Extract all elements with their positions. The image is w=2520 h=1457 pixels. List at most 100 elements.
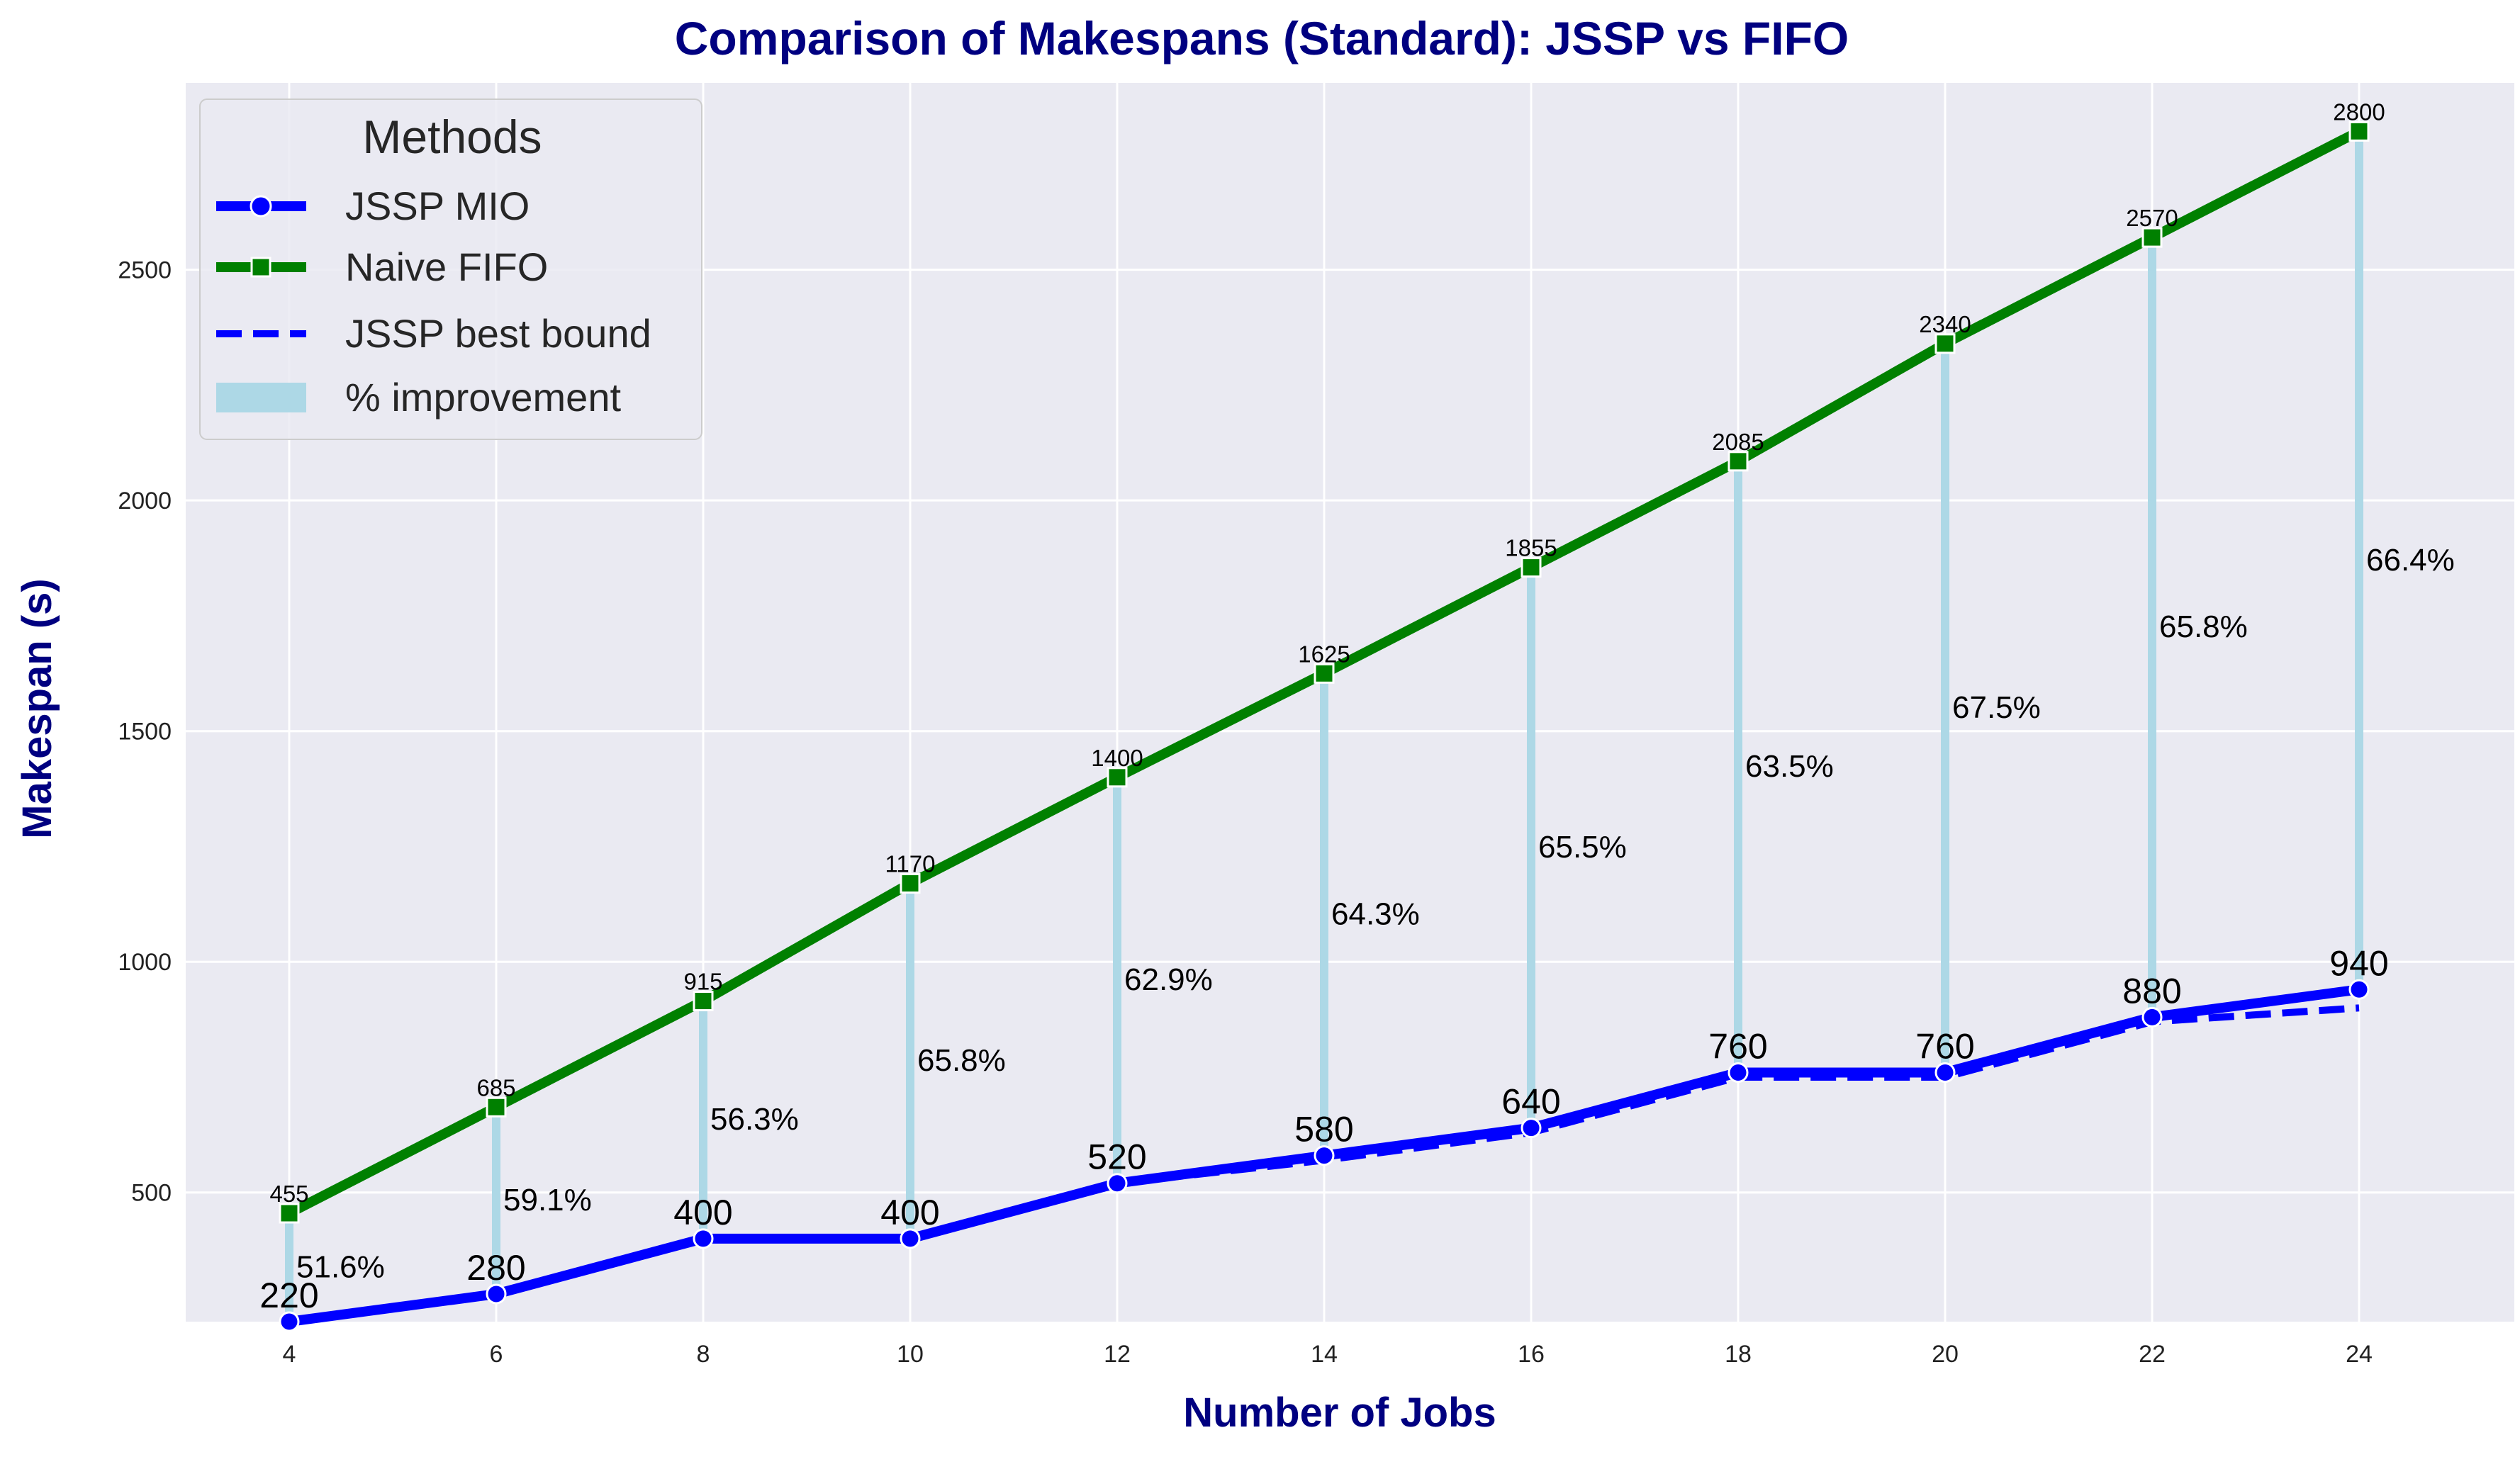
improvement-label: 67.5% — [1952, 690, 2041, 725]
marker-naive-fifo — [1314, 663, 1335, 684]
data-labels: 51.6% 59.1% 56.3% 65.8% 62.9% 64.3% 65.5% 63.5%… — [259, 99, 2454, 1315]
data-label-jssp-mio: 880 — [2122, 971, 2181, 1011]
improvement-bar — [285, 1213, 293, 1322]
x-tick-label: 10 — [897, 1341, 924, 1368]
marker-naive-fifo — [279, 1203, 300, 1224]
data-label-jssp-mio: 940 — [2329, 943, 2388, 983]
x-tick-label: 12 — [1104, 1341, 1131, 1368]
improvement-label: 56.3% — [710, 1102, 799, 1137]
improvement-bar — [2148, 237, 2156, 1018]
improvement-label: 59.1% — [503, 1183, 592, 1217]
x-tick-label: 24 — [2346, 1341, 2373, 1368]
marker-naive-fifo — [486, 1096, 507, 1118]
legend-label-naive-fifo: Naive FIFO — [345, 244, 548, 289]
y-tick-label: 1000 — [118, 949, 172, 976]
legend-label-jssp-mio: JSSP MIO — [345, 184, 530, 228]
improvement-label: 64.3% — [1331, 896, 1420, 931]
improvement-bar — [1734, 461, 1742, 1073]
data-label-naive-fifo: 455 — [269, 1181, 308, 1207]
legend-box — [199, 99, 702, 440]
marker-jssp-mio — [2348, 979, 2370, 1000]
data-label-jssp-mio: 400 — [673, 1193, 732, 1232]
data-label-jssp-mio: 400 — [880, 1193, 939, 1232]
improvement-bar — [699, 1001, 707, 1239]
data-label-jssp-mio: 580 — [1294, 1110, 1353, 1149]
data-label-naive-fifo: 915 — [683, 969, 722, 995]
x-tick-label: 18 — [1725, 1341, 1752, 1368]
legend-swatch-improvement — [216, 383, 306, 412]
data-label-jssp-mio: 640 — [1501, 1082, 1560, 1122]
marker-jssp-mio — [1521, 1118, 1542, 1139]
marker-naive-fifo — [900, 873, 921, 894]
legend-marker-jssp-mio — [250, 195, 272, 218]
y-tick-label: 1500 — [118, 719, 172, 746]
x-tick-label: 16 — [1518, 1341, 1545, 1368]
marker-naive-fifo — [693, 991, 714, 1012]
data-label-naive-fifo: 2800 — [2333, 99, 2385, 125]
marker-jssp-mio — [279, 1311, 300, 1332]
legend-title: Methods — [362, 111, 542, 163]
improvement-bar — [1113, 777, 1121, 1183]
marker-jssp-mio — [486, 1283, 507, 1305]
data-label-naive-fifo: 2085 — [1712, 429, 1764, 455]
legend-label-improvement: % improvement — [345, 375, 621, 420]
legend-label-best-bound: JSSP best bound — [345, 311, 651, 356]
marker-naive-fifo — [2141, 227, 2163, 248]
improvement-label: 63.5% — [1745, 749, 1834, 784]
data-label-jssp-mio: 220 — [259, 1276, 318, 1315]
x-tick-label: 4 — [283, 1341, 296, 1368]
y-tick-label: 2000 — [118, 488, 172, 514]
y-tick-label: 500 — [131, 1180, 172, 1207]
data-label-naive-fifo: 1400 — [1091, 745, 1143, 771]
y-axis-label: Makespan (s) — [14, 578, 60, 838]
x-tick-label: 22 — [2139, 1341, 2166, 1368]
x-tick-label: 8 — [697, 1341, 710, 1368]
marker-jssp-mio — [1107, 1173, 1128, 1194]
marker-naive-fifo — [2348, 120, 2370, 142]
marker-jssp-mio — [1314, 1145, 1335, 1166]
improvement-bar — [1527, 567, 1535, 1128]
data-label-naive-fifo: 1625 — [1298, 641, 1350, 667]
marker-jssp-mio — [693, 1228, 714, 1249]
improvement-bar — [492, 1107, 500, 1294]
y-tick-label: 2500 — [118, 257, 172, 284]
improvement-bar — [2355, 131, 2363, 990]
series-markers — [279, 120, 2370, 1332]
improvement-bar — [1941, 343, 1949, 1073]
data-label-naive-fifo: 1855 — [1505, 535, 1557, 561]
data-label-jssp-mio: 760 — [1915, 1026, 1974, 1066]
marker-jssp-mio — [900, 1228, 921, 1249]
improvement-bar — [1320, 673, 1328, 1156]
tick-labels: 500 1000 1500 2000 2500 4 6 8 10 12 14 16 18 20 22 24 — [118, 257, 2373, 1368]
marker-naive-fifo — [1934, 333, 1956, 354]
improvement-label: 65.5% — [1538, 830, 1627, 865]
x-axis-label: Number of Jobs — [1183, 1390, 1496, 1436]
x-tick-label: 14 — [1311, 1341, 1338, 1368]
legend-marker-naive-fifo — [250, 257, 271, 278]
improvement-bar — [906, 883, 914, 1239]
data-label-naive-fifo: 685 — [476, 1074, 515, 1101]
data-label-naive-fifo: 2570 — [2126, 205, 2178, 231]
chart-title: Comparison of Makespans (Standard): JSSP… — [675, 12, 1849, 64]
data-label-naive-fifo: 2340 — [1919, 311, 1971, 337]
improvement-label: 51.6% — [296, 1250, 385, 1285]
marker-jssp-mio — [1727, 1062, 1749, 1083]
marker-jssp-mio — [1934, 1062, 1956, 1083]
improvement-bars — [285, 131, 2363, 1322]
data-label-jssp-mio: 280 — [466, 1248, 525, 1288]
legend: Methods JSSP MIO Naive FIFO JSSP best bo… — [199, 99, 702, 440]
data-label-jssp-mio: 760 — [1708, 1026, 1767, 1066]
improvement-label: 66.4% — [2366, 543, 2455, 578]
marker-naive-fifo — [1521, 557, 1542, 578]
marker-naive-fifo — [1107, 767, 1128, 788]
marker-jssp-mio — [2141, 1006, 2163, 1028]
improvement-label: 65.8% — [917, 1043, 1006, 1078]
marker-naive-fifo — [1727, 451, 1749, 472]
x-tick-label: 6 — [490, 1341, 503, 1368]
data-label-naive-fifo: 1170 — [885, 851, 936, 877]
improvement-label: 62.9% — [1124, 962, 1213, 997]
x-tick-label: 20 — [1932, 1341, 1959, 1368]
data-label-jssp-mio: 520 — [1087, 1137, 1146, 1177]
improvement-label: 65.8% — [2159, 609, 2248, 644]
